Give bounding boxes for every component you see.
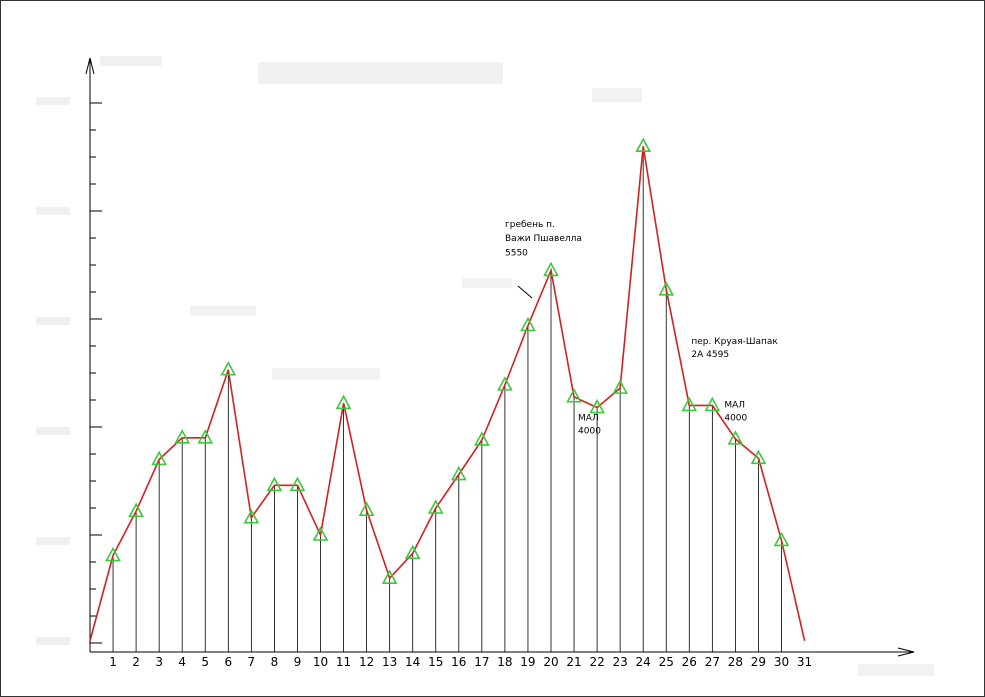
- x-tick-label: 6: [224, 655, 232, 669]
- point-marker: [220, 361, 237, 376]
- point-marker: [404, 544, 421, 560]
- point-marker: [681, 396, 698, 412]
- x-tick-label: 15: [428, 655, 443, 669]
- x-tick-label: 24: [636, 655, 651, 669]
- x-tick-label: 18: [497, 655, 512, 669]
- y-axis-arrow: [85, 57, 95, 75]
- x-tick-label: 21: [566, 655, 581, 669]
- x-tick-label: 26: [682, 655, 697, 669]
- point-marker: [520, 316, 536, 332]
- x-tick-label: 5: [201, 655, 209, 669]
- point-markers: [105, 137, 790, 585]
- point-marker: [174, 429, 191, 444]
- x-tick-label: 31: [797, 655, 812, 669]
- y-axis-ticks: [90, 102, 102, 644]
- point-marker: [612, 379, 628, 394]
- point-marker: [358, 501, 375, 516]
- annotation-text: 4000: [724, 414, 747, 424]
- x-tick-label: 8: [271, 655, 279, 669]
- faint-background-marks: [36, 56, 934, 676]
- annotation-leader-line: [517, 285, 533, 299]
- x-tick-label: 27: [705, 655, 720, 669]
- x-tick-label: 20: [543, 655, 558, 669]
- x-tick-label: 1: [109, 655, 117, 669]
- point-marker: [381, 569, 398, 585]
- annotations: гребень п. Важи Пшавелла 5550 пер. Круая-Ша…: [505, 220, 778, 436]
- annotation-text: пер. Круая-Шапак: [691, 337, 778, 347]
- annotation-text: 4000: [578, 426, 601, 436]
- point-marker: [727, 430, 744, 445]
- x-tick-label: 12: [359, 655, 374, 669]
- annotation-text: 2А 4595: [691, 350, 729, 360]
- x-tick-label: 30: [774, 655, 789, 669]
- point-marker: [658, 281, 675, 296]
- point-marker: [474, 431, 490, 446]
- x-tick-label: 22: [589, 655, 604, 669]
- x-tick-label: 25: [659, 655, 674, 669]
- point-marker: [335, 394, 352, 410]
- point-marker: [128, 502, 144, 518]
- point-marker: [566, 388, 582, 403]
- point-marker: [243, 509, 260, 524]
- point-marker: [450, 465, 467, 481]
- annotation-text: гребень п.: [505, 220, 555, 230]
- x-tick-label: 11: [336, 655, 351, 669]
- axes: [85, 57, 915, 657]
- annotation-text: Важи Пшавелла: [505, 234, 582, 244]
- point-marker: [704, 396, 721, 412]
- point-marker: [589, 398, 605, 414]
- x-tick-label: 7: [248, 655, 256, 669]
- point-marker: [105, 546, 121, 562]
- point-marker: [543, 261, 559, 277]
- point-marker: [773, 531, 790, 547]
- annotation-text: МАЛ: [578, 414, 599, 424]
- point-marker: [427, 499, 444, 514]
- x-tick-label: 3: [155, 655, 163, 669]
- x-axis-arrow: [897, 647, 915, 657]
- point-marker: [289, 476, 306, 492]
- x-tick-label: 9: [294, 655, 302, 669]
- annotation-text: 5550: [505, 248, 528, 258]
- point-marker: [266, 476, 283, 492]
- series-line-elevation: [89, 146, 806, 642]
- point-marker: [312, 526, 329, 541]
- x-tick-label: 29: [751, 655, 766, 669]
- x-tick-label: 10: [313, 655, 328, 669]
- x-tick-label: 4: [178, 655, 186, 669]
- point-marker: [197, 429, 214, 444]
- x-axis-tick-labels: 1 2 3 4 5 6 7 8 9 10 11 12 13 14 15 16 17 18 19 20 21 22 23 24 2…: [109, 655, 812, 669]
- x-tick-label: 14: [405, 655, 420, 669]
- x-tick-label: 2: [132, 655, 140, 669]
- x-tick-label: 23: [613, 655, 628, 669]
- x-tick-label: 28: [728, 655, 743, 669]
- vertical-drop-lines: [112, 146, 782, 652]
- x-tick-label: 17: [474, 655, 489, 669]
- point-marker: [151, 450, 167, 466]
- x-tick-label: 16: [451, 655, 466, 669]
- x-tick-label: 13: [382, 655, 397, 669]
- point-marker: [750, 449, 767, 465]
- x-tick-label: 19: [520, 655, 535, 669]
- annotation-text: МАЛ: [724, 401, 745, 411]
- point-marker: [635, 137, 652, 152]
- point-marker: [497, 376, 513, 391]
